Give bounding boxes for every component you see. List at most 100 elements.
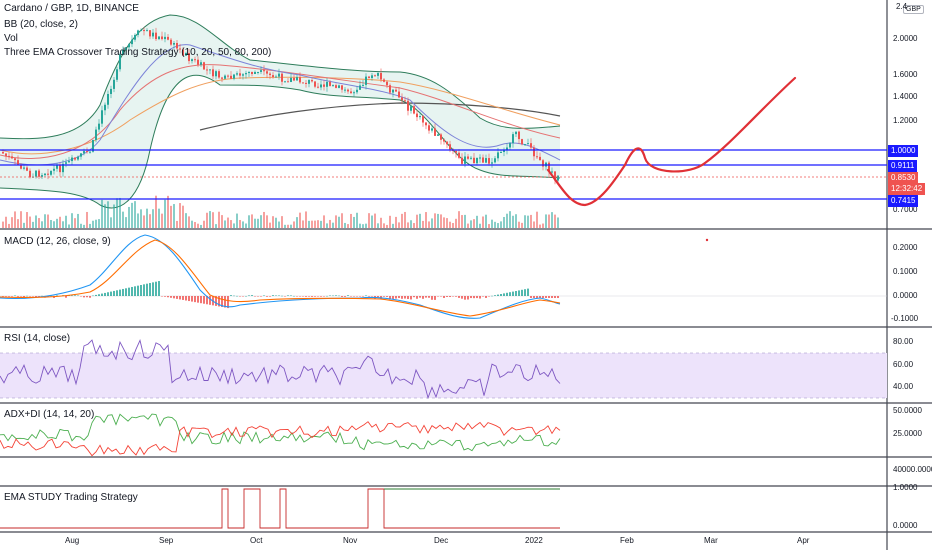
volume-bar	[65, 215, 67, 228]
candle-body	[188, 52, 190, 62]
macd-histogram-bar	[191, 296, 193, 302]
volume-bar	[5, 216, 7, 228]
volume-bar	[290, 224, 292, 228]
volume-bar	[38, 218, 40, 228]
candle-body	[203, 62, 205, 70]
macd-histogram-bar	[32, 296, 34, 297]
volume-bar	[452, 223, 454, 228]
volume-bar	[176, 220, 178, 228]
candle-body	[224, 75, 226, 79]
macd-histogram-bar	[452, 296, 454, 297]
macd-histogram-bar	[131, 286, 133, 296]
symbol-title[interactable]: Cardano / GBP, 1D, BINANCE	[4, 3, 139, 14]
adx-pane-title[interactable]: ADX+DI (14, 14, 20)	[4, 409, 95, 420]
candle-body	[5, 153, 7, 156]
volume-bar	[419, 213, 421, 228]
macd-histogram-bar	[239, 296, 241, 297]
macd-histogram-bar	[482, 296, 484, 297]
volume-bar	[215, 224, 217, 228]
macd-histogram-bar	[350, 296, 352, 297]
macd-histogram-bar	[437, 296, 439, 297]
macd-histogram-bar	[197, 296, 199, 303]
horizontal-levels	[0, 149, 887, 200]
macd-histogram-bar	[128, 287, 130, 296]
macd-histogram-bar	[503, 293, 505, 296]
ema-study-pane-title[interactable]: EMA STUDY Trading Strategy	[4, 492, 138, 503]
volume-bar	[251, 214, 253, 228]
volume-bar	[185, 213, 187, 228]
volume-bar	[119, 197, 121, 228]
macd-histogram-bar	[293, 295, 295, 297]
macd-histogram-bar	[143, 284, 145, 296]
candle-body	[302, 82, 304, 84]
macd-histogram-bar	[20, 296, 22, 297]
candle-body	[290, 77, 292, 83]
volume-bar	[218, 211, 220, 228]
volume-bar	[314, 220, 316, 228]
candle-body	[68, 161, 70, 163]
macd-histogram-bar	[464, 296, 466, 300]
price-axis-label: 1.2000	[893, 116, 918, 125]
volume-bar	[164, 199, 166, 228]
date-axis-label: Dec	[434, 536, 449, 545]
macd-histogram-bar	[332, 295, 334, 297]
volume-bar	[302, 220, 304, 228]
macd-histogram-bar	[521, 289, 523, 296]
volume-bar	[116, 198, 118, 228]
macd-histogram-bar	[431, 296, 433, 300]
forecast-curve[interactable]	[546, 76, 797, 207]
macd-histogram-bar	[251, 295, 253, 296]
candle-body	[467, 156, 469, 159]
volume-bar	[335, 215, 337, 228]
candle-body	[128, 44, 130, 48]
candle-body	[359, 85, 361, 90]
volume-bar	[362, 224, 364, 228]
macd-pane-title[interactable]: MACD (12, 26, close, 9)	[4, 236, 111, 247]
candle-body	[80, 153, 82, 157]
study-ema-label[interactable]: Three EMA Crossover Trading Strategy (10…	[4, 47, 272, 58]
volume-bar	[86, 211, 88, 228]
volume-bar	[551, 212, 553, 228]
volume-bar	[488, 224, 490, 228]
volume-bar	[428, 221, 430, 228]
volume-bar	[542, 223, 544, 228]
volume-bar	[449, 221, 451, 228]
volume-bar	[152, 209, 154, 228]
volume-bar	[296, 217, 298, 228]
candle-body	[371, 75, 373, 79]
rsi-axis-label: 60.00	[893, 360, 914, 369]
study-vol-label[interactable]: Vol	[4, 33, 18, 44]
rsi-pane-title[interactable]: RSI (14, close)	[4, 333, 71, 344]
date-axis-label: 2022	[525, 536, 543, 545]
volume-bar	[539, 224, 541, 228]
macd-histogram-bar	[17, 296, 19, 297]
macd-histogram-bar	[122, 288, 124, 296]
date-axis-label: Mar	[704, 536, 718, 545]
macd-histogram-bar	[101, 293, 103, 296]
volume-bar	[101, 199, 103, 228]
candle-body	[551, 171, 553, 173]
study-bb-label[interactable]: BB (20, close, 2)	[4, 19, 78, 30]
candle-body	[296, 77, 298, 81]
macd-histogram-bar	[335, 295, 337, 296]
volume-bar	[329, 219, 331, 228]
candle-body	[107, 93, 109, 105]
candle-body	[305, 82, 307, 84]
candle-body	[491, 162, 493, 164]
candle-body	[227, 75, 229, 77]
volume-bar	[239, 219, 241, 228]
macd-histogram-bar	[422, 296, 424, 299]
macd-histogram-bar	[500, 294, 502, 296]
candle-body	[254, 71, 256, 75]
macd-histogram-bar	[170, 296, 172, 298]
macd-histogram-bar	[8, 296, 10, 297]
macd-histogram-bar	[485, 296, 487, 298]
volume-bar	[56, 218, 58, 228]
currency-badge[interactable]: GBP	[903, 5, 924, 14]
candle-body	[47, 173, 49, 175]
macd-histogram-bar	[329, 295, 331, 297]
volume-bar	[167, 195, 169, 228]
macd-axis-label: 0.0000	[893, 291, 918, 300]
volume-bar	[341, 213, 343, 228]
